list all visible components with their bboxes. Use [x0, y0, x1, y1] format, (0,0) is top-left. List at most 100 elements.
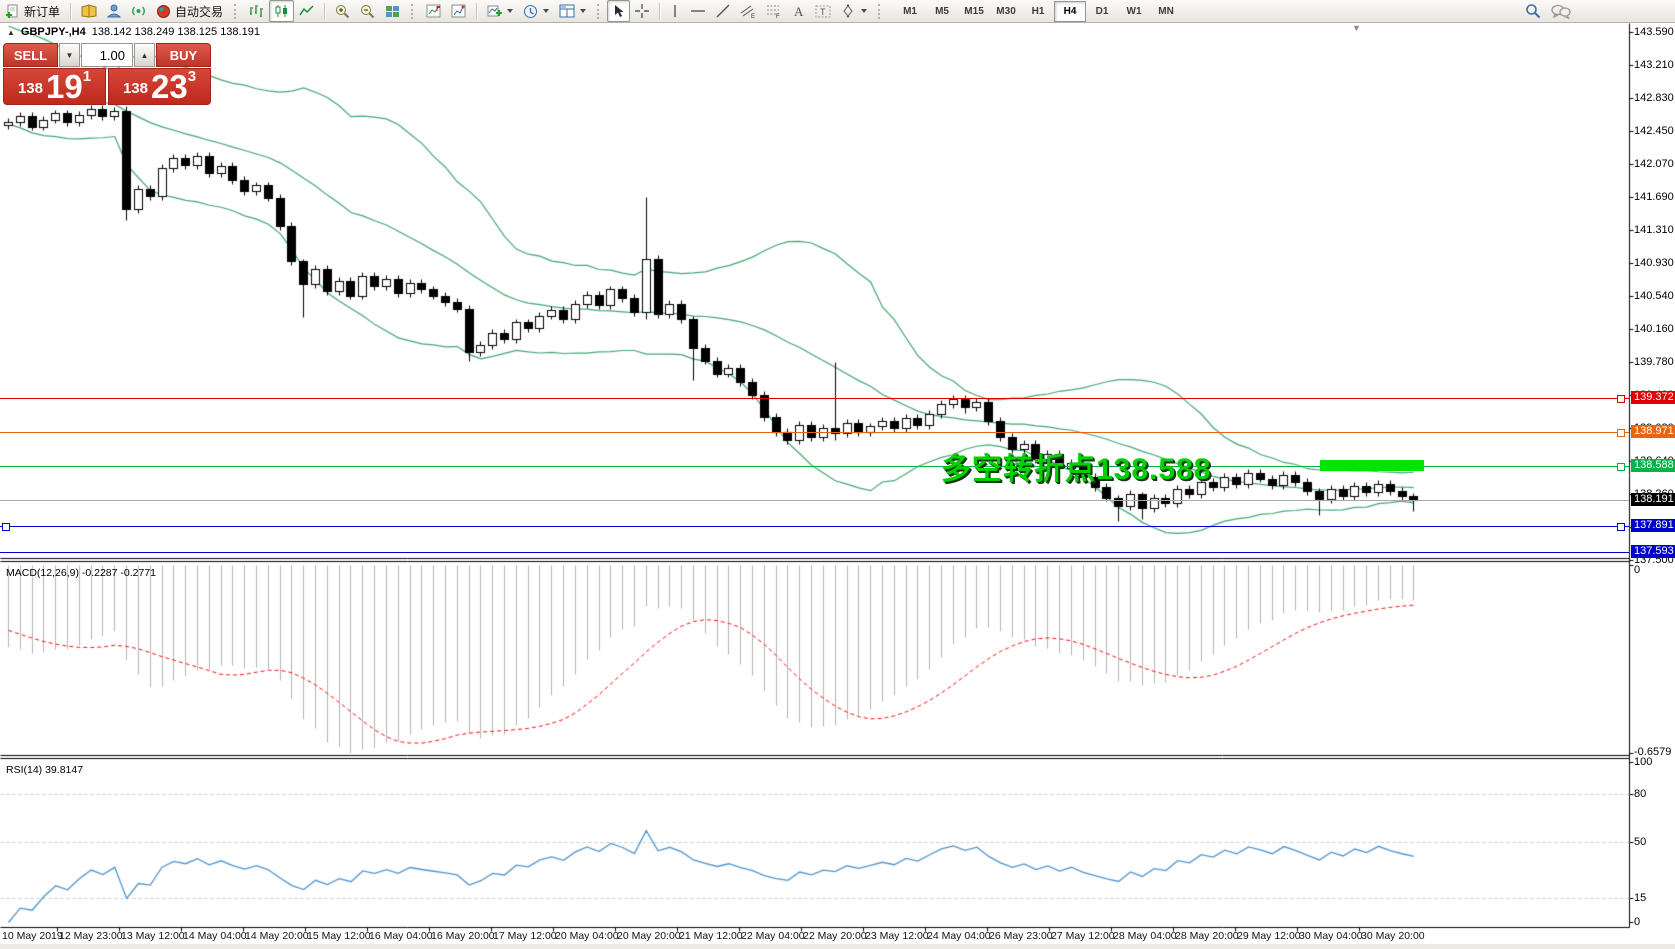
shapes-tool-button[interactable]	[836, 0, 872, 22]
timeframe-group: M1 M5 M15 M30 H1 H4 D1 W1 MN	[894, 0, 1182, 22]
templates-button[interactable]	[554, 0, 591, 22]
time-axis-label: 13 May 12:00	[121, 930, 185, 942]
strategy-tester-button[interactable]	[421, 0, 446, 22]
time-axis-label: 23 May 12:00	[865, 930, 929, 942]
horizontal-line-139372[interactable]	[0, 398, 1629, 399]
horizontal-line-138588[interactable]	[0, 466, 1629, 467]
timeframe-d1[interactable]: D1	[1095, 5, 1109, 17]
price-axis-tick: 142.830	[1634, 92, 1674, 104]
zoom-in-button[interactable]	[330, 0, 355, 22]
timeframe-m30[interactable]: M30	[996, 5, 1016, 17]
accounts-button[interactable]	[102, 0, 126, 22]
new-order-button[interactable]: 新订单	[0, 0, 65, 22]
horizontal-line-137891[interactable]	[0, 526, 1629, 527]
label-tool-button[interactable]: T	[810, 0, 836, 22]
sell-price-display[interactable]: 138 19 1	[3, 68, 106, 105]
rsi-header: RSI(14) 39.8147	[6, 764, 84, 776]
sell-button[interactable]: SELL	[3, 43, 58, 67]
line-chart-button[interactable]	[294, 0, 319, 22]
fibonacci-icon: F	[767, 5, 780, 19]
volume-decrease-button[interactable]: ▼	[59, 43, 80, 67]
time-axis-label: 22 May 04:00	[741, 930, 805, 942]
time-axis-label: 28 May 20:00	[1175, 930, 1239, 942]
rsi-scale-label: 100	[1634, 756, 1653, 768]
tile-windows-icon	[386, 5, 400, 17]
rsi-scale-label: 15	[1634, 892, 1647, 904]
timeframe-mn[interactable]: MN	[1158, 5, 1174, 17]
chart-annotation-text[interactable]: 多空转折点138.588	[941, 453, 1212, 486]
signal-icon	[132, 6, 145, 16]
zoom-out-button[interactable]	[355, 0, 380, 22]
autotrading-label: 自动交易	[175, 4, 224, 19]
price-tag-138971: 138.971	[1631, 425, 1675, 438]
fibonacci-tool-button[interactable]: F	[761, 0, 787, 22]
candlestick-chart-button[interactable]	[269, 0, 295, 22]
line-handle[interactable]	[2, 523, 10, 531]
price-axis-tick: 143.210	[1634, 59, 1674, 71]
timeframe-h1[interactable]: H1	[1031, 5, 1045, 17]
buy-button[interactable]: BUY	[156, 43, 211, 67]
line-handle[interactable]	[1617, 429, 1625, 437]
timeframe-m15[interactable]: M15	[964, 5, 984, 17]
new-order-label: 新订单	[24, 4, 61, 19]
market-watch-button[interactable]	[76, 0, 102, 22]
buy-price-display[interactable]: 138 23 3	[108, 68, 211, 105]
time-axis-label: 15 May 12:00	[307, 930, 371, 942]
line-handle[interactable]	[1617, 463, 1625, 471]
price-axis-tick: 143.590	[1634, 26, 1674, 38]
timeframe-m1[interactable]: M1	[903, 5, 917, 17]
autotrading-button[interactable]: 自动交易	[151, 0, 228, 22]
fibo-glyph: F	[776, 14, 780, 19]
time-axis-label: 27 May 12:00	[1051, 930, 1115, 942]
zoom-in-icon	[336, 4, 350, 18]
cursor-tool-button[interactable]	[607, 0, 631, 22]
vertical-line-tool-button[interactable]	[665, 0, 685, 22]
signals-button[interactable]	[126, 0, 151, 22]
horizontal-line-137593[interactable]	[0, 552, 1629, 553]
toolbar-separator	[659, 2, 661, 20]
collapse-panel-arrow[interactable]: ▲	[7, 27, 15, 37]
time-axis-label: 14 May 04:00	[183, 930, 247, 942]
toolbar-right	[1525, 3, 1571, 19]
time-axis-label: 10 May 2019	[2, 930, 63, 942]
indicators-button[interactable]	[482, 0, 518, 22]
timeframe-m5[interactable]: M5	[935, 5, 949, 17]
highlight-rectangle[interactable]	[1320, 460, 1424, 471]
text-label-icon: T	[815, 5, 831, 18]
chart-shift-marker[interactable]: ▼	[1352, 23, 1361, 33]
channel-glyph: E	[751, 14, 755, 19]
volume-increase-button[interactable]: ▲	[134, 43, 155, 67]
toolbar: 新订单 自动交易	[0, 0, 1675, 23]
trendline-tool-button[interactable]	[711, 0, 735, 22]
tile-windows-button[interactable]	[380, 0, 405, 22]
volume-input[interactable]	[81, 43, 133, 67]
toolbar-grip	[878, 3, 884, 19]
new-order-icon	[5, 4, 20, 19]
buy-price-figure: 138	[122, 80, 148, 97]
periods-button[interactable]	[518, 0, 554, 22]
horizontal-line-tool-button[interactable]	[685, 0, 711, 22]
price-tag-138191: 138.191	[1631, 493, 1675, 506]
line-handle[interactable]	[1617, 523, 1625, 531]
text-tool-button[interactable]: A	[787, 0, 810, 22]
horizontal-line-138971[interactable]	[0, 432, 1629, 433]
timeframe-h4[interactable]: H4	[1054, 0, 1087, 22]
crosshair-icon	[635, 4, 650, 18]
time-axis-label: 24 May 04:00	[927, 930, 991, 942]
chat-button[interactable]	[1551, 4, 1571, 19]
trade-panel-quotes-row: 138 19 1 138 23 3	[3, 68, 211, 105]
crosshair-tool-button[interactable]	[630, 0, 654, 22]
rsi-scale-label: 80	[1634, 788, 1647, 800]
timeframe-w1[interactable]: W1	[1126, 5, 1142, 17]
bar-chart-button[interactable]	[244, 0, 269, 22]
line-handle[interactable]	[1617, 395, 1625, 403]
channel-tool-button[interactable]: E	[735, 0, 761, 22]
price-axis-tick: 141.310	[1634, 224, 1674, 236]
current-price-138191[interactable]	[0, 500, 1629, 501]
template-grid-icon	[559, 4, 575, 18]
buy-price-pips: 23	[150, 68, 188, 105]
optimization-button[interactable]	[446, 0, 471, 22]
search-button[interactable]	[1525, 3, 1541, 19]
time-axis-label: 29 May 12:00	[1237, 930, 1301, 942]
